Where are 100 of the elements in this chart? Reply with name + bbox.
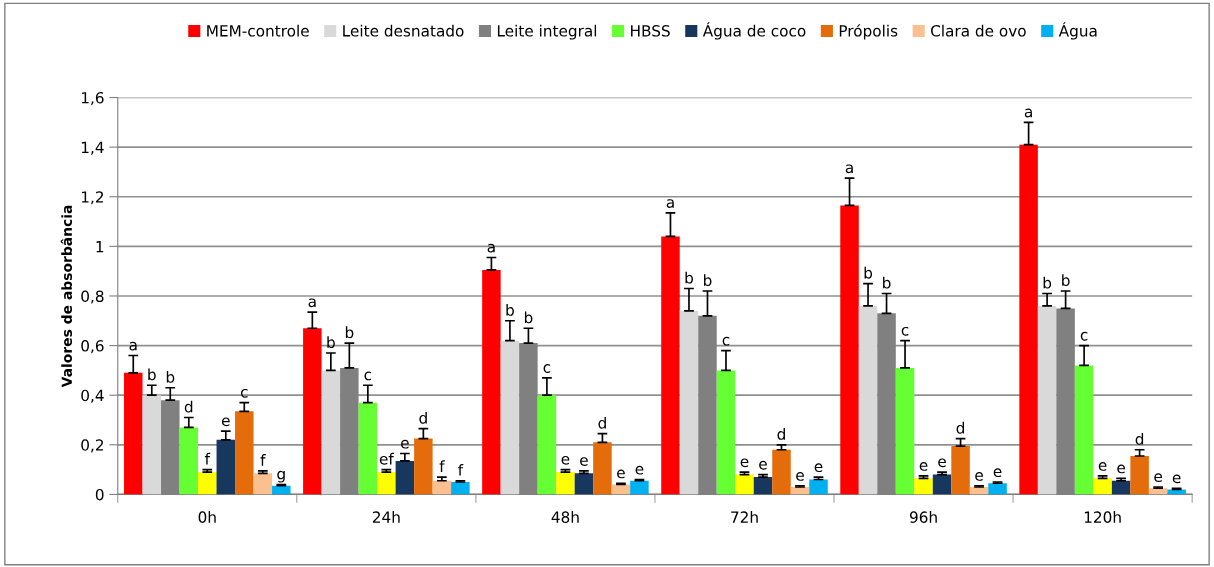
data-label: e: [561, 455, 570, 465]
data-label: e: [617, 469, 625, 479]
data-label: e: [975, 472, 983, 481]
bar: [414, 438, 433, 495]
data-label: f: [204, 452, 211, 465]
data-label: d: [1135, 433, 1144, 445]
y-tick-label: 0: [95, 488, 104, 501]
bar: [772, 449, 791, 495]
bar: [377, 472, 396, 495]
data-label: c: [543, 364, 551, 373]
y-tick-label: 1,6: [81, 91, 104, 106]
bar: [1019, 144, 1038, 495]
data-label: a: [845, 164, 853, 174]
legend-label: Água: [1058, 22, 1097, 40]
bar: [1037, 305, 1057, 495]
bar: [556, 472, 575, 495]
data-label: a: [1024, 108, 1032, 118]
bar: [630, 480, 649, 495]
x-tick-label: 72h: [731, 511, 758, 523]
data-label: d: [777, 428, 785, 440]
bar: [358, 402, 378, 495]
data-label: f: [439, 460, 445, 472]
bar: [951, 446, 970, 495]
data-label: b: [704, 274, 712, 287]
legend-label: Água de coco: [702, 22, 806, 40]
bar: [303, 328, 322, 495]
bar: [179, 427, 199, 495]
bar: [914, 478, 933, 495]
data-label: d: [598, 416, 606, 429]
bar: [451, 482, 470, 495]
bar: [735, 474, 754, 495]
data-label: c: [1080, 331, 1088, 341]
data-label: e: [993, 468, 1002, 478]
bar: [142, 395, 162, 495]
y-tick-label: 1,2: [81, 191, 104, 205]
x-tick-label: 48h: [551, 511, 579, 523]
bar: [537, 395, 557, 495]
y-tick-label: 0,6: [81, 340, 104, 354]
bar: [809, 479, 828, 495]
data-label: e: [221, 417, 230, 427]
data-label: b: [1043, 276, 1052, 289]
y-tick-label: 0,4: [81, 389, 104, 403]
legend-label: Leite desnatado: [343, 24, 464, 37]
bar: [932, 474, 952, 495]
x-tick-label: 120h: [1084, 511, 1121, 523]
bar: [574, 473, 594, 495]
data-label: e: [580, 457, 588, 466]
data-label: e: [1172, 474, 1181, 484]
data-label: b: [864, 266, 873, 279]
legend-label: Leite integral: [497, 24, 597, 40]
data-label: e: [919, 462, 928, 471]
data-label: b: [506, 304, 514, 316]
bar: [593, 442, 612, 495]
bar: [500, 340, 520, 495]
y-tick-label: 1: [96, 241, 104, 253]
data-label: a: [487, 243, 495, 253]
bar: [216, 439, 236, 495]
data-label: e: [1154, 473, 1163, 483]
x-tick-label: 96h: [909, 511, 937, 523]
bar: [482, 269, 501, 495]
bar: [321, 370, 341, 495]
bar: [661, 236, 680, 495]
data-label: f: [458, 464, 464, 476]
bar: [716, 370, 736, 495]
data-label: a: [308, 298, 316, 308]
data-label: b: [1062, 274, 1070, 287]
bar: [1130, 455, 1149, 495]
data-label: e: [740, 458, 749, 468]
bar: [858, 305, 878, 495]
data-label: e: [401, 439, 409, 449]
data-label: c: [722, 336, 730, 346]
bar: [679, 310, 699, 495]
data-label: d: [419, 411, 427, 424]
data-label: a: [129, 341, 137, 351]
bar: [988, 483, 1007, 495]
data-label: e: [938, 458, 946, 468]
data-label: b: [166, 370, 175, 383]
legend-label: MEM-controle: [207, 24, 309, 37]
data-label: e: [759, 460, 767, 470]
bar: [895, 367, 915, 495]
data-label: e: [1098, 462, 1107, 471]
bar: [840, 205, 859, 495]
bar: [753, 477, 773, 495]
data-label: b: [883, 276, 891, 289]
data-label: c: [364, 371, 372, 381]
bar: [395, 460, 415, 495]
bar: [1074, 365, 1094, 495]
bar: [1093, 478, 1112, 495]
data-label: e: [814, 463, 823, 473]
data-label: b: [524, 311, 533, 324]
y-tick-label: 1,4: [81, 141, 104, 155]
bar: [198, 472, 217, 495]
data-label: ef: [379, 452, 395, 465]
data-label: b: [685, 271, 693, 284]
legend-label: Própolis: [839, 24, 898, 40]
bar: [235, 411, 254, 495]
data-label: g: [277, 470, 285, 483]
x-tick-label: 24h: [372, 511, 400, 523]
bar: [124, 372, 143, 495]
data-label: b: [327, 336, 335, 349]
